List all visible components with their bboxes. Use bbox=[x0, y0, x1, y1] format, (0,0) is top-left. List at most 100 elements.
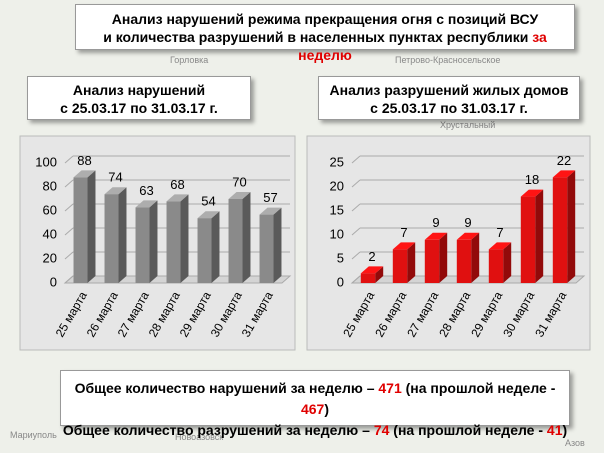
bar-top bbox=[552, 170, 576, 178]
bar bbox=[197, 218, 212, 283]
bar-side bbox=[211, 211, 220, 283]
value-label: 74 bbox=[108, 170, 122, 185]
bar-top bbox=[166, 194, 189, 202]
bar-side bbox=[375, 266, 384, 283]
grid-line-side bbox=[351, 155, 361, 164]
value-label: 68 bbox=[170, 177, 184, 192]
chart-subtitle: с 25.03.17 по 31.03.17 г. bbox=[60, 100, 218, 116]
bar-top bbox=[488, 242, 512, 250]
map-label: Новоазовск bbox=[175, 432, 224, 442]
chart-title: Анализ нарушений bbox=[72, 82, 206, 98]
value-label: 22 bbox=[557, 153, 571, 168]
bar-side bbox=[242, 192, 251, 283]
grid-line-side bbox=[351, 227, 361, 236]
bar bbox=[488, 249, 504, 283]
y-tick-label: 25 bbox=[330, 154, 344, 169]
bar-top bbox=[424, 232, 448, 240]
map-label: Горловка bbox=[170, 55, 209, 65]
footer-text: ) bbox=[324, 401, 330, 417]
value-label: 7 bbox=[400, 225, 407, 240]
bar-side bbox=[439, 232, 448, 283]
value-label: 63 bbox=[139, 183, 153, 198]
chart-title: Анализ разрушений жилых домов bbox=[329, 82, 569, 98]
footer-line: Общее количество разрушений за неделю – … bbox=[61, 420, 569, 441]
bar-top bbox=[259, 207, 282, 215]
y-tick-label: 5 bbox=[337, 250, 344, 265]
footer-value: 467 bbox=[300, 401, 325, 417]
grid-line-side bbox=[64, 179, 74, 188]
header: Анализ нарушений режима прекращения огня… bbox=[75, 4, 575, 63]
bar-side bbox=[87, 170, 96, 283]
bar-top bbox=[73, 170, 96, 178]
chart-subtitle: с 25.03.17 по 31.03.17 г. bbox=[370, 100, 528, 116]
bar bbox=[135, 207, 150, 283]
bar bbox=[456, 239, 472, 283]
header-highlight: за неделю bbox=[298, 29, 547, 63]
bar bbox=[392, 249, 408, 283]
bar bbox=[552, 177, 568, 283]
bar-side bbox=[273, 207, 282, 283]
y-tick-label: 10 bbox=[330, 226, 344, 241]
value-label: 9 bbox=[432, 215, 439, 230]
map-label: Петрово-Красносельское bbox=[395, 55, 501, 65]
y-tick-label: 20 bbox=[330, 178, 344, 193]
value-label: 7 bbox=[496, 225, 503, 240]
bar bbox=[104, 194, 119, 283]
footer-value: 74 bbox=[373, 422, 390, 438]
value-label: 18 bbox=[525, 172, 539, 187]
bar bbox=[520, 196, 536, 283]
grid-line-side bbox=[64, 155, 74, 164]
footer-line: Общее количество нарушений за неделю – 4… bbox=[61, 378, 569, 420]
bar-side bbox=[535, 189, 544, 283]
bar bbox=[166, 201, 181, 283]
footer: Общее количество нарушений за неделю – 4… bbox=[60, 370, 570, 438]
footer-text: ) bbox=[562, 422, 568, 438]
grid-line-side bbox=[64, 251, 74, 260]
grid-line-side bbox=[64, 227, 74, 236]
value-label: 57 bbox=[263, 190, 277, 205]
map-label: Азов bbox=[565, 438, 585, 448]
value-label: 9 bbox=[464, 215, 471, 230]
bar bbox=[424, 239, 440, 283]
value-label: 54 bbox=[201, 194, 215, 209]
footer-text: (на прошлой неделе - bbox=[401, 380, 556, 396]
footer-text: Общее количество нарушений за неделю – bbox=[74, 380, 379, 396]
y-tick-label: 80 bbox=[43, 178, 57, 193]
y-tick-label: 0 bbox=[337, 274, 344, 289]
footer-text: Общее количество разрушений за неделю – bbox=[62, 422, 374, 438]
bar-side bbox=[503, 242, 512, 283]
y-tick-label: 100 bbox=[35, 154, 57, 169]
bar bbox=[360, 273, 376, 283]
bar bbox=[73, 177, 88, 283]
grid-line-side bbox=[64, 203, 74, 212]
y-tick-label: 40 bbox=[43, 226, 57, 241]
grid-line-side bbox=[351, 179, 361, 188]
bar-top bbox=[392, 242, 416, 250]
header-line: и количества разрушений в населенных пун… bbox=[76, 28, 574, 64]
header-line: Анализ нарушений режима прекращения огня… bbox=[111, 11, 539, 27]
bar bbox=[228, 199, 243, 283]
footer-value: 471 bbox=[378, 380, 402, 396]
y-tick-label: 60 bbox=[43, 202, 57, 217]
bar-top bbox=[197, 211, 220, 219]
value-label: 70 bbox=[232, 174, 246, 189]
chart-title-box: Анализ нарушений с 25.03.17 по 31.03.17 … bbox=[27, 76, 251, 120]
bar-side bbox=[567, 170, 576, 283]
value-label: 2 bbox=[368, 249, 375, 264]
bar bbox=[259, 214, 274, 283]
value-label: 88 bbox=[77, 153, 91, 168]
bar-side bbox=[407, 242, 416, 283]
bar-top bbox=[104, 187, 127, 195]
header-text: и количества разрушений в населенных пун… bbox=[103, 29, 533, 45]
bar-side bbox=[180, 194, 189, 283]
map-label: Хрустальный bbox=[440, 120, 496, 130]
map-label: Мариуполь bbox=[10, 430, 57, 440]
y-tick-label: 0 bbox=[50, 274, 57, 289]
chart-title-box: Анализ разрушений жилых домов с 25.03.17… bbox=[318, 76, 580, 120]
bar-top bbox=[360, 266, 384, 274]
bar-side bbox=[471, 232, 480, 283]
y-tick-label: 15 bbox=[330, 202, 344, 217]
bar-top bbox=[520, 189, 544, 197]
